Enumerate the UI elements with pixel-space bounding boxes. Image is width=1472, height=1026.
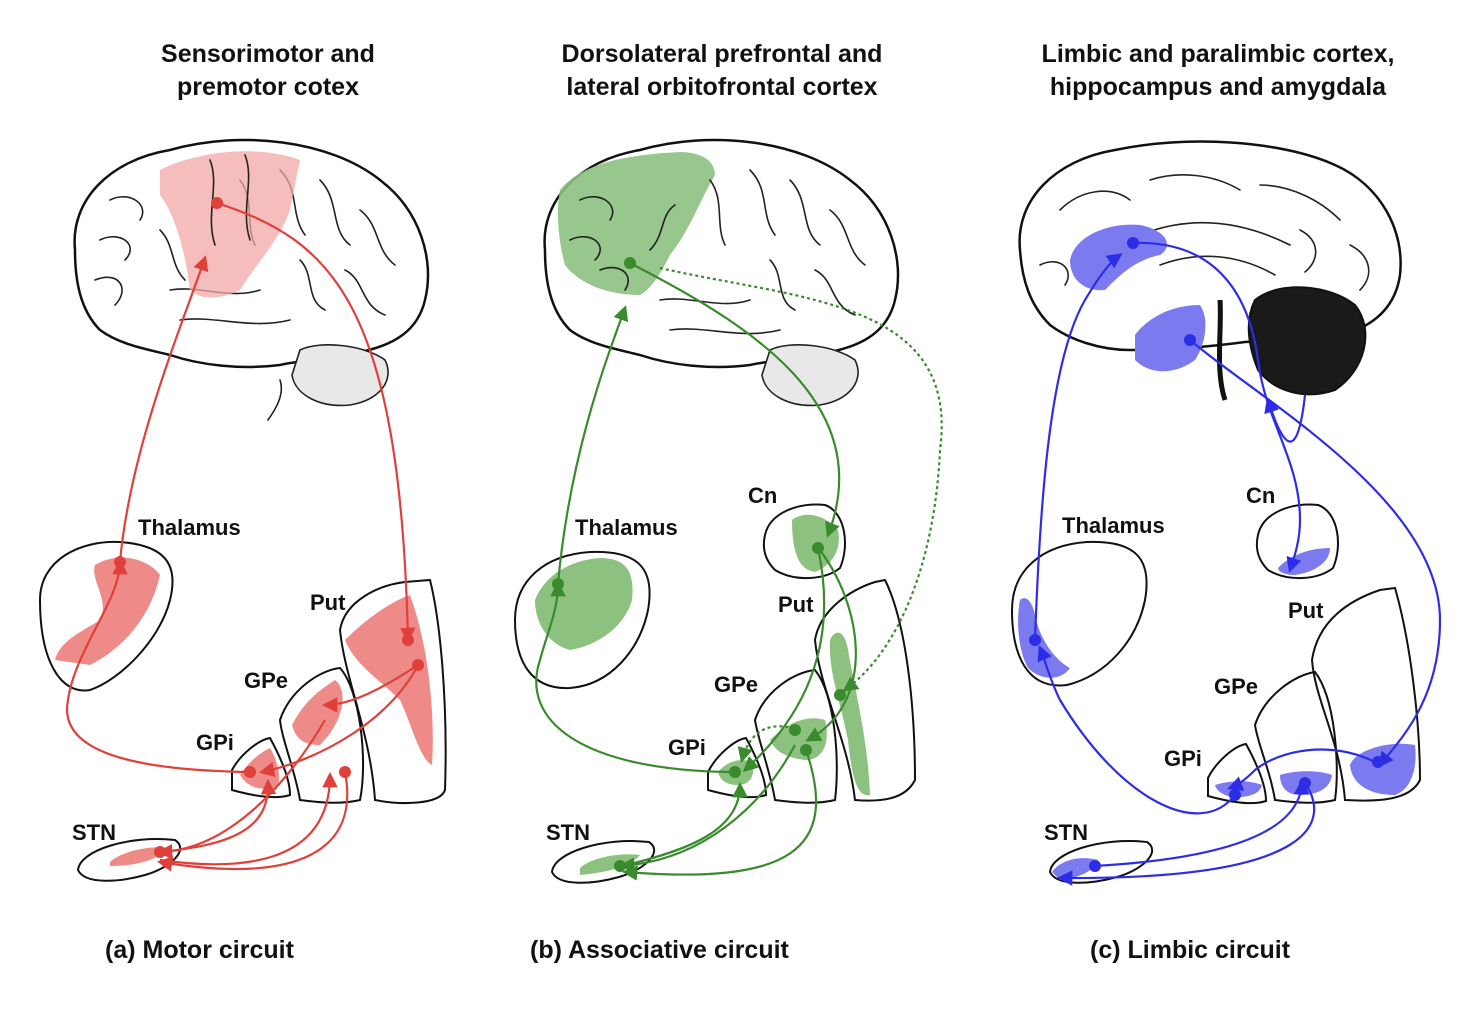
- putamen-to-gpe-path: [321, 664, 419, 713]
- thalamus-region: [55, 557, 160, 665]
- panel-title-line-2: premotor cotex: [177, 73, 359, 101]
- stn-return-path: [621, 749, 818, 881]
- thalamus-label: Thalamus: [575, 515, 678, 540]
- cn-to-gpi-path: [742, 547, 826, 773]
- gpi-to-thalamus-path: [1037, 645, 1236, 815]
- cortex-to-cn-path: [629, 262, 841, 538]
- panel-title-line-1: Sensorimotor and: [161, 40, 375, 68]
- brain-lateral-view: [543, 138, 900, 407]
- panel-caption: (b) Associative circuit: [530, 936, 790, 964]
- thalamus-label: Thalamus: [138, 515, 241, 540]
- panel-motor-circuit: Sensorimotor and premotor cotex Thalamus…: [38, 40, 447, 964]
- thalamus-outline: [513, 550, 651, 690]
- gpe-region: [770, 718, 827, 760]
- stn-return-path: [156, 771, 349, 872]
- gpi-outline: [231, 736, 292, 799]
- brain-medial-view: [1018, 140, 1402, 401]
- put-label: Put: [778, 592, 814, 617]
- cn-outline: [762, 503, 846, 580]
- gpi-label: GPi: [1164, 746, 1202, 771]
- thalamus-to-cortex-path: [118, 255, 209, 563]
- thalamus-to-cortex-path: [556, 305, 629, 585]
- gpe-label: GPe: [1214, 674, 1258, 699]
- thalamus-outline: [1010, 540, 1148, 687]
- brainstem: [1216, 299, 1228, 401]
- stn-to-gpi-path: [159, 778, 277, 854]
- gpe-region: [292, 680, 343, 745]
- cortex-to-putamen-path: [659, 266, 943, 692]
- thalamus-region: [535, 558, 633, 650]
- stn-label: STN: [1044, 820, 1088, 845]
- putamen-outline: [1310, 586, 1422, 802]
- panel-caption: (a) Motor circuit: [105, 936, 295, 964]
- putamen-to-gpi-path: [258, 664, 419, 778]
- cn-region: [1278, 548, 1330, 575]
- stn-label: STN: [546, 820, 590, 845]
- gpe-label: GPe: [244, 668, 288, 693]
- gpe-outline: [278, 666, 365, 804]
- stn-outline: [1048, 840, 1154, 884]
- prefrontal-cortex-region: [557, 152, 715, 295]
- put-label: Put: [310, 590, 346, 615]
- cerebellum: [291, 344, 389, 407]
- gpi-outline: [1207, 742, 1268, 805]
- panel-title-line-2: lateral orbitofrontal cortex: [566, 73, 877, 101]
- cerebellum: [1247, 286, 1367, 396]
- gpi-to-thalamus-path: [535, 580, 731, 774]
- stn-to-gpe-path: [159, 771, 338, 866]
- panel-title-line-1: Dorsolateral prefrontal and: [562, 40, 883, 68]
- panel-caption: (c) Limbic circuit: [1090, 936, 1291, 964]
- hippocampus-to-putamen-path: [1189, 339, 1442, 768]
- stn-to-gpe-path: [1094, 778, 1310, 868]
- putamen-to-gpi-path: [1227, 748, 1376, 791]
- cn-outline: [1255, 503, 1339, 580]
- brain-lateral-view: [73, 138, 430, 421]
- cerebellum: [761, 344, 859, 407]
- panel-associative-circuit: Dorsolateral prefrontal and lateral orbi…: [513, 40, 943, 964]
- gpi-outline: [707, 736, 768, 799]
- cn-to-gpe-path: [805, 547, 857, 742]
- panel-title-line-1: Limbic and paralimbic cortex,: [1042, 40, 1395, 68]
- thalamus-outline: [38, 540, 174, 692]
- cn-label: Cn: [1246, 483, 1275, 508]
- gpe-outline: [753, 668, 838, 804]
- stn-outline: [550, 840, 656, 884]
- thalamus-label: Thalamus: [1062, 513, 1165, 538]
- thalamus-region: [1018, 598, 1070, 678]
- gpi-label: GPi: [668, 735, 706, 760]
- panel-title-line-2: hippocampus and amygdala: [1050, 73, 1387, 101]
- cn-return-path: [1264, 394, 1307, 443]
- put-label: Put: [1288, 598, 1324, 623]
- stn-to-gpi-path: [621, 781, 748, 868]
- gpi-label: GPi: [196, 730, 234, 755]
- stn-region: [110, 847, 168, 866]
- gpe-to-stn-path: [1056, 782, 1316, 886]
- putamen-region: [345, 595, 433, 765]
- stn-label: STN: [72, 820, 116, 845]
- gpe-outline: [1253, 670, 1338, 804]
- putamen-outline: [813, 578, 917, 802]
- gpi-to-thalamus-path: [65, 558, 251, 774]
- putamen-region: [829, 632, 870, 796]
- putamen-region: [1350, 743, 1416, 795]
- gpe-to-stn-path: [618, 744, 796, 873]
- cn-label: Cn: [748, 483, 777, 508]
- stn-outline: [76, 838, 182, 882]
- hippocampus-amygdala-region: [1135, 305, 1206, 372]
- gpe-label: GPe: [714, 672, 758, 697]
- thalamus-to-cortex-path: [1033, 253, 1123, 641]
- panel-limbic-circuit: Limbic and paralimbic cortex, hippocampu…: [1010, 40, 1442, 964]
- cortex-to-putamen-path: [216, 201, 416, 644]
